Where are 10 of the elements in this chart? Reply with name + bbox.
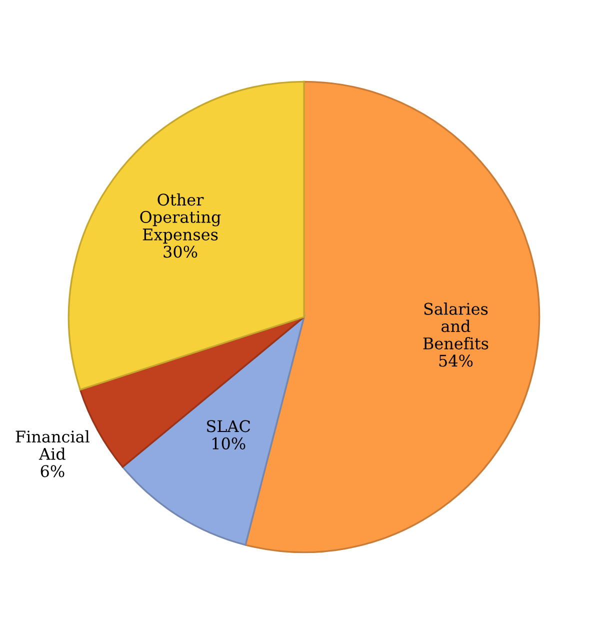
slice-label: Financial Aid xyxy=(16,430,90,460)
pie-slice xyxy=(68,80,305,391)
slice-label: Other Operating Expenses xyxy=(140,193,221,244)
pie-slice xyxy=(122,316,305,546)
data-label: 6% xyxy=(40,465,64,478)
data-label: 30% xyxy=(164,246,198,258)
data-label: 10% xyxy=(212,437,246,450)
slice-label: Salaries and Benefits xyxy=(423,302,488,350)
slice-label: SLAC xyxy=(207,420,250,432)
data-label: 54% xyxy=(439,354,473,367)
